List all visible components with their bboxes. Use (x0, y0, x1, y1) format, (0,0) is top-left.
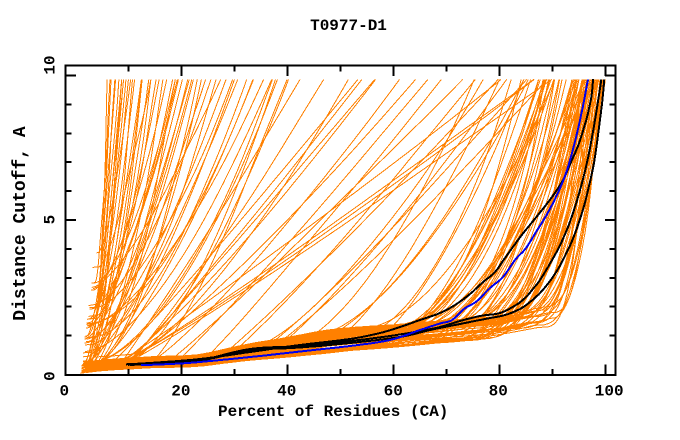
svg-text:T0977-D1: T0977-D1 (310, 17, 387, 35)
svg-text:10: 10 (42, 55, 60, 74)
svg-text:80: 80 (489, 383, 508, 401)
svg-text:5: 5 (42, 215, 60, 225)
svg-text:100: 100 (595, 383, 624, 401)
svg-text:0: 0 (59, 383, 69, 401)
svg-text:Distance Cutoff, A: Distance Cutoff, A (11, 126, 31, 321)
svg-text:60: 60 (384, 383, 403, 401)
svg-text:0: 0 (42, 371, 60, 381)
svg-text:Percent of Residues (CA): Percent of Residues (CA) (218, 403, 448, 421)
svg-text:20: 20 (171, 383, 190, 401)
svg-text:40: 40 (277, 383, 296, 401)
